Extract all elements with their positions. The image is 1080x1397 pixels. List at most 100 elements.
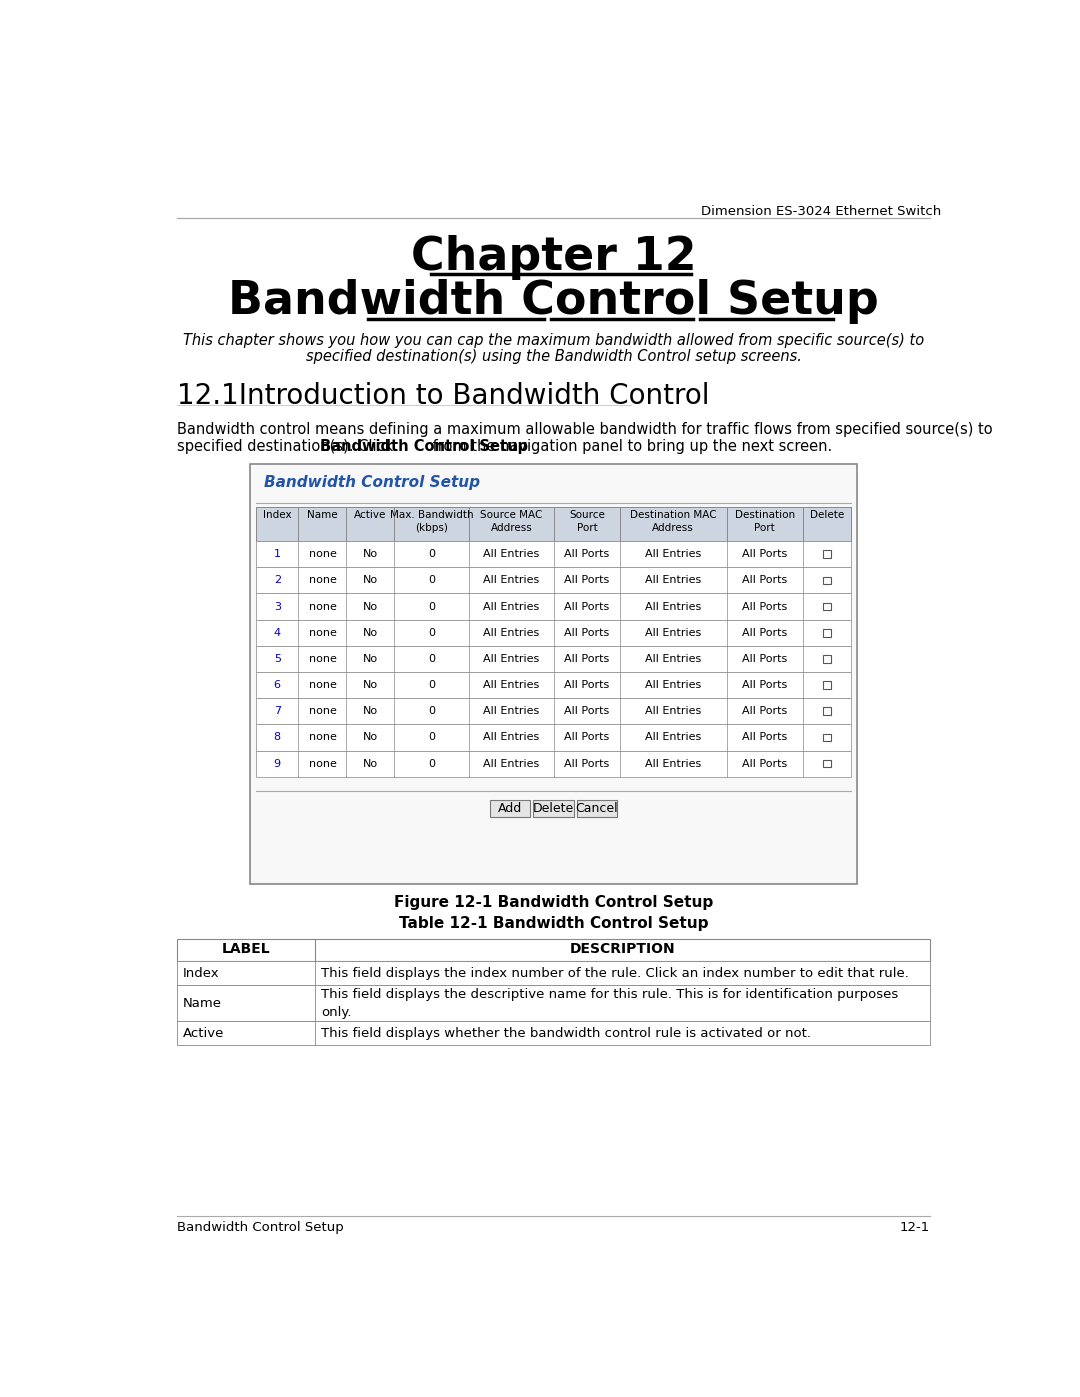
- Text: Bandwidth Control Setup: Bandwidth Control Setup: [320, 439, 528, 454]
- Text: All Ports: All Ports: [742, 759, 787, 768]
- Bar: [256, 672, 851, 698]
- Bar: [823, 655, 831, 662]
- Text: All Ports: All Ports: [565, 627, 610, 637]
- Text: 9: 9: [273, 759, 281, 768]
- Text: This field displays the descriptive name for this rule. This is for identificati: This field displays the descriptive name…: [321, 988, 899, 1018]
- Bar: [177, 1021, 930, 1045]
- Bar: [256, 507, 851, 541]
- Text: 0: 0: [428, 654, 435, 664]
- Text: All Entries: All Entries: [645, 549, 701, 559]
- Text: Delete: Delete: [810, 510, 845, 520]
- Bar: [249, 464, 858, 884]
- Text: All Entries: All Entries: [484, 654, 540, 664]
- Bar: [823, 760, 831, 767]
- Text: none: none: [309, 707, 336, 717]
- Text: No: No: [363, 602, 378, 612]
- Text: specified destination(s). Click: specified destination(s). Click: [177, 439, 397, 454]
- Text: All Ports: All Ports: [565, 707, 610, 717]
- Text: All Entries: All Entries: [645, 627, 701, 637]
- Text: none: none: [309, 759, 336, 768]
- Text: Bandwidth Control Setup: Bandwidth Control Setup: [264, 475, 480, 490]
- Text: none: none: [309, 654, 336, 664]
- Text: All Ports: All Ports: [742, 732, 787, 742]
- Text: All Entries: All Entries: [484, 732, 540, 742]
- Text: 0: 0: [428, 576, 435, 585]
- Text: All Entries: All Entries: [484, 602, 540, 612]
- Text: No: No: [363, 576, 378, 585]
- Text: All Ports: All Ports: [565, 602, 610, 612]
- Text: All Entries: All Entries: [645, 602, 701, 612]
- Text: 7: 7: [273, 707, 281, 717]
- Bar: [177, 939, 930, 961]
- Text: All Entries: All Entries: [484, 680, 540, 690]
- Bar: [490, 800, 530, 817]
- Text: Active: Active: [354, 510, 387, 520]
- Bar: [256, 750, 851, 777]
- Text: No: No: [363, 654, 378, 664]
- Text: All Ports: All Ports: [742, 576, 787, 585]
- Bar: [823, 682, 831, 689]
- Text: Bandwidth Control Setup: Bandwidth Control Setup: [228, 279, 879, 324]
- Text: Max. Bandwidth
(kbps): Max. Bandwidth (kbps): [390, 510, 473, 534]
- Text: 0: 0: [428, 759, 435, 768]
- Text: All Entries: All Entries: [484, 549, 540, 559]
- Text: Name: Name: [307, 510, 338, 520]
- Bar: [256, 620, 851, 645]
- Text: All Ports: All Ports: [742, 707, 787, 717]
- Text: All Ports: All Ports: [742, 602, 787, 612]
- Text: 6: 6: [273, 680, 281, 690]
- Text: No: No: [363, 680, 378, 690]
- Text: All Entries: All Entries: [645, 707, 701, 717]
- Text: none: none: [309, 732, 336, 742]
- Text: All Ports: All Ports: [565, 576, 610, 585]
- Text: 8: 8: [273, 732, 281, 742]
- Bar: [177, 985, 930, 1021]
- Text: All Ports: All Ports: [742, 627, 787, 637]
- Text: Table 12-1 Bandwidth Control Setup: Table 12-1 Bandwidth Control Setup: [399, 916, 708, 930]
- Text: none: none: [309, 680, 336, 690]
- Text: All Entries: All Entries: [484, 627, 540, 637]
- Text: Delete: Delete: [532, 802, 575, 814]
- Text: This field displays whether the bandwidth control rule is activated or not.: This field displays whether the bandwidt…: [321, 1027, 811, 1039]
- Text: from the navigation panel to bring up the next screen.: from the navigation panel to bring up th…: [429, 439, 833, 454]
- Text: 12.1Introduction to Bandwidth Control: 12.1Introduction to Bandwidth Control: [177, 381, 710, 409]
- Text: No: No: [363, 707, 378, 717]
- Text: Source MAC
Address: Source MAC Address: [481, 510, 542, 534]
- Text: All Entries: All Entries: [484, 707, 540, 717]
- Bar: [256, 594, 851, 620]
- Bar: [177, 961, 930, 985]
- Text: All Ports: All Ports: [565, 732, 610, 742]
- Text: This field displays the index number of the rule. Click an index number to edit : This field displays the index number of …: [321, 967, 909, 979]
- Text: All Entries: All Entries: [645, 654, 701, 664]
- Text: none: none: [309, 602, 336, 612]
- Text: Chapter 12: Chapter 12: [410, 236, 697, 281]
- Text: LABEL: LABEL: [221, 942, 270, 957]
- Text: All Entries: All Entries: [645, 680, 701, 690]
- Bar: [823, 629, 831, 637]
- Bar: [256, 725, 851, 750]
- Text: All Entries: All Entries: [484, 576, 540, 585]
- Text: Active: Active: [183, 1027, 225, 1039]
- Bar: [256, 698, 851, 725]
- Text: All Entries: All Entries: [645, 576, 701, 585]
- Text: 12-1: 12-1: [900, 1221, 930, 1234]
- Text: Add: Add: [498, 802, 523, 814]
- Text: 1: 1: [273, 549, 281, 559]
- Text: All Ports: All Ports: [565, 759, 610, 768]
- Text: Bandwidth Control Setup: Bandwidth Control Setup: [177, 1221, 343, 1234]
- Text: All Ports: All Ports: [565, 549, 610, 559]
- Text: none: none: [309, 549, 336, 559]
- Text: Index: Index: [262, 510, 292, 520]
- Bar: [256, 645, 851, 672]
- Text: 2: 2: [273, 576, 281, 585]
- Text: Cancel: Cancel: [576, 802, 618, 814]
- Text: none: none: [309, 576, 336, 585]
- Bar: [823, 550, 831, 557]
- Text: Figure 12-1 Bandwidth Control Setup: Figure 12-1 Bandwidth Control Setup: [394, 894, 713, 909]
- Text: All Entries: All Entries: [645, 732, 701, 742]
- Text: No: No: [363, 549, 378, 559]
- Text: Dimension ES-3024 Ethernet Switch: Dimension ES-3024 Ethernet Switch: [701, 204, 941, 218]
- Bar: [823, 577, 831, 584]
- Text: This chapter shows you how you can cap the maximum bandwidth allowed from specif: This chapter shows you how you can cap t…: [183, 334, 924, 348]
- Text: DESCRIPTION: DESCRIPTION: [569, 942, 675, 957]
